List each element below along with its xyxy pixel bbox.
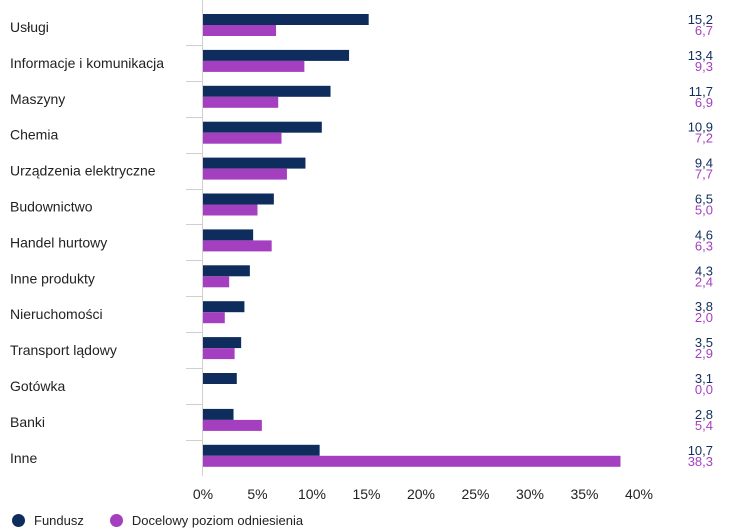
value-label-benchmark: 6,9	[695, 95, 713, 110]
bar-benchmark	[203, 168, 287, 180]
value-label-fundusz: 3,8	[695, 299, 713, 314]
bar-benchmark	[203, 276, 230, 288]
x-tick-label: 30%	[516, 486, 544, 502]
bar-fundusz	[203, 85, 331, 97]
category-label: Inne produkty	[10, 270, 95, 286]
category-label: Nieruchomości	[10, 306, 103, 322]
x-tick-label: 20%	[407, 486, 435, 502]
value-label-benchmark: 7,7	[695, 167, 713, 182]
value-label-fundusz: 9,4	[695, 156, 713, 171]
x-tick-label: 10%	[298, 486, 326, 502]
bar-fundusz	[203, 49, 350, 61]
bar-fundusz	[203, 337, 242, 349]
x-tick-label: 5%	[247, 486, 267, 502]
value-label-fundusz: 3,5	[695, 335, 713, 350]
x-tick-label: 15%	[352, 486, 380, 502]
category-label: Transport lądowy	[10, 342, 117, 358]
category-label: Banki	[10, 414, 45, 430]
x-tick-labels: 0% 5% 10% 15% 20% 25% 30% 35% 40%	[193, 486, 653, 502]
category-label: Budownictwo	[10, 198, 93, 214]
bar-fundusz	[203, 408, 234, 420]
bar-fundusz	[203, 121, 322, 133]
value-label-benchmark: 7,2	[695, 131, 713, 146]
legend: Fundusz Docelowy poziom odniesienia	[12, 510, 329, 530]
value-label-benchmark: 6,3	[695, 238, 713, 253]
category-labels: Usługi Informacje i komunikacja Maszyny Che…	[10, 19, 164, 466]
legend-label-fundusz: Fundusz	[34, 512, 84, 528]
value-label-benchmark: 5,0	[695, 203, 713, 218]
value-label-benchmark: 2,0	[695, 310, 713, 325]
value-label-fundusz: 2,8	[695, 407, 713, 422]
x-tick-label: 35%	[570, 486, 598, 502]
value-labels: 15,26,7 13,49,3 11,76,9 10,97,2 9,47,7 6,55,0…	[688, 12, 713, 469]
value-label-fundusz: 4,3	[695, 263, 713, 278]
bar-benchmark	[203, 240, 272, 252]
category-label: Informacje i komunikacja	[10, 55, 164, 71]
legend-item-benchmark: Docelowy poziom odniesienia	[109, 512, 304, 528]
bar-benchmark	[203, 60, 305, 72]
value-label-fundusz: 13,4	[688, 48, 713, 63]
value-label-benchmark: 5,4	[695, 418, 713, 433]
bar-benchmark	[203, 96, 279, 108]
value-label-fundusz: 15,2	[688, 12, 713, 27]
value-label-fundusz: 10,9	[688, 120, 713, 135]
value-label-fundusz: 11,7	[689, 84, 713, 99]
x-tick-label: 40%	[625, 486, 653, 502]
value-label-fundusz: 6,5	[695, 192, 713, 207]
bar-fundusz	[203, 229, 254, 241]
value-label-benchmark: 2,4	[695, 274, 713, 289]
bars	[203, 14, 621, 467]
bar-fundusz	[203, 373, 237, 384]
category-label: Urządzenia elektryczne	[10, 163, 156, 179]
value-label-benchmark: 6,7	[695, 23, 713, 38]
value-label-benchmark: 2,9	[695, 346, 713, 361]
legend-marker-fundusz	[12, 513, 25, 527]
value-label-fundusz: 10,7	[688, 443, 713, 458]
row-separators	[186, 45, 203, 441]
legend-marker-benchmark	[109, 513, 123, 527]
legend-label-benchmark: Docelowy poziom odniesienia	[131, 512, 304, 528]
category-label: Maszyny	[10, 91, 65, 107]
category-label: Usługi	[10, 19, 49, 35]
category-label: Chemia	[10, 127, 58, 143]
bar-fundusz	[203, 193, 274, 205]
bar-fundusz	[203, 301, 245, 313]
legend-item-fundusz: Fundusz	[12, 513, 84, 528]
bar-fundusz	[203, 444, 320, 456]
value-label-benchmark: 38,3	[688, 454, 713, 469]
bar-benchmark	[203, 455, 621, 467]
category-label: Handel hurtowy	[10, 234, 107, 250]
bar-benchmark	[203, 204, 258, 216]
value-label-benchmark: 9,3	[695, 59, 713, 74]
value-label-benchmark: 0,0	[695, 382, 713, 397]
bar-benchmark	[203, 312, 225, 324]
bar-fundusz	[203, 14, 369, 25]
value-label-fundusz: 3,1	[695, 371, 713, 386]
bar-fundusz	[203, 265, 250, 277]
bar-fundusz	[203, 157, 306, 169]
value-label-fundusz: 4,6	[695, 227, 713, 242]
bar-benchmark	[203, 132, 282, 144]
bar-benchmark	[203, 419, 262, 431]
x-tick-label: 0%	[193, 486, 213, 502]
bar-benchmark	[203, 348, 235, 360]
category-label: Gotówka	[10, 378, 65, 394]
bar-benchmark	[203, 25, 277, 36]
category-label: Inne	[10, 450, 37, 466]
x-tick-label: 25%	[461, 486, 489, 502]
